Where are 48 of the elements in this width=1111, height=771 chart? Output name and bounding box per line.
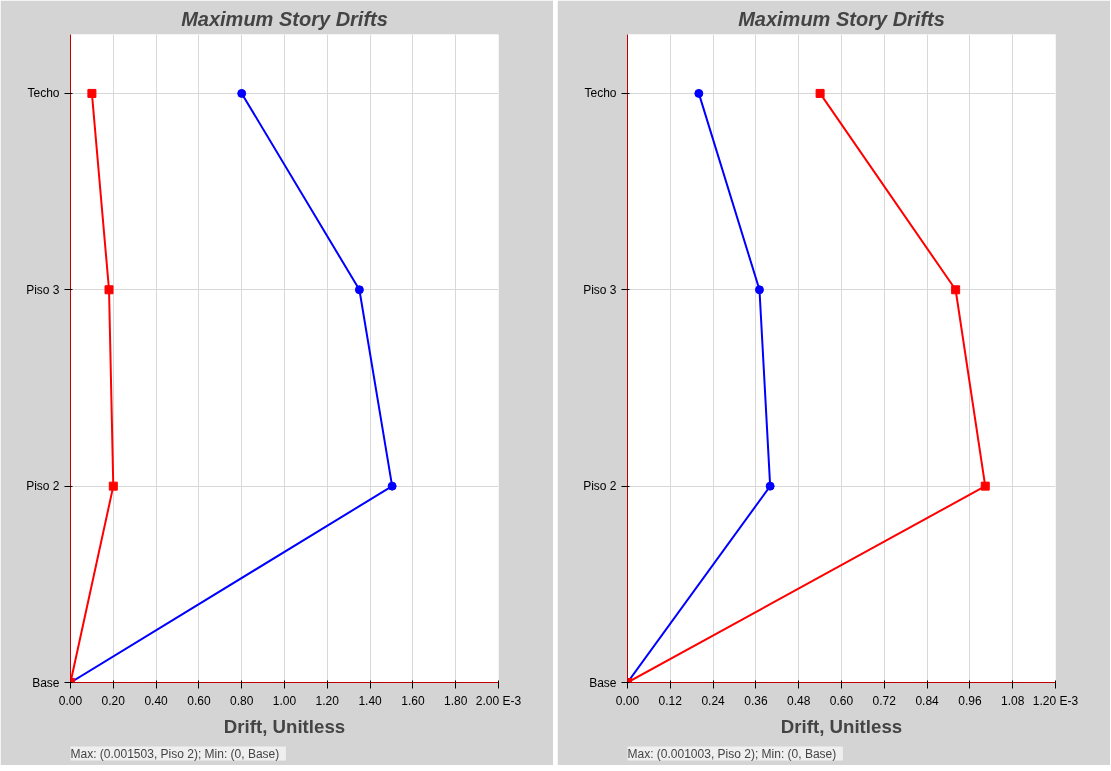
x-tick-label: 0.60 (187, 693, 211, 708)
point (108, 481, 118, 491)
text: Max: (0.001003, Piso 2); Min: (0, Base) (627, 746, 837, 761)
point (765, 481, 775, 491)
x-tick-label: 0.48 (787, 693, 811, 708)
x-tick-label: 0.00 (615, 693, 640, 708)
x-tick-label: 1.08 (1001, 693, 1025, 708)
x-tick-label: 0.00 (58, 693, 83, 708)
point (354, 285, 364, 295)
point (980, 481, 990, 491)
x-tick-label: 1.00 (272, 693, 297, 708)
y-tick-label: Techo (584, 86, 617, 101)
x-tick-label: 0.24 (701, 693, 726, 708)
x-tick-label: 0.96 (958, 693, 982, 708)
x-tick-label: 0.12 (658, 693, 683, 708)
y-tick-label: Piso 2 (26, 479, 60, 494)
y-tick-label: Base (32, 675, 60, 690)
x-tick-label: 1.60 (401, 693, 425, 708)
x-tick-label: 0.84 (915, 693, 940, 708)
point (104, 285, 114, 295)
point (237, 88, 247, 98)
point (951, 285, 961, 295)
x-tick-label: 0.72 (872, 693, 897, 708)
x-tick-label: 0.36 (744, 693, 768, 708)
x-axis-title: Drift, Unitless (780, 715, 903, 737)
point (387, 481, 397, 491)
text: Max: (0.001503, Piso 2); Min: (0, Base) (70, 746, 280, 761)
x-tick-label: 1.40 (358, 693, 383, 708)
y-tick-label: Piso 3 (583, 282, 617, 297)
y-tick-label: Base (589, 675, 617, 690)
point (754, 285, 764, 295)
x-tick-label: 1.20 (315, 693, 340, 708)
x-tick-label: 0.20 (101, 693, 126, 708)
point (694, 88, 704, 98)
chart-title: Maximum Story Drifts (181, 7, 388, 30)
y-tick-label: Piso 3 (26, 282, 60, 297)
x-tick-label: 0.80 (230, 693, 254, 708)
y-tick-label: Piso 2 (583, 479, 617, 494)
x-tick-label: 1.80 (444, 693, 468, 708)
x-axis-title: Drift, Unitless (223, 715, 346, 737)
point (815, 88, 825, 98)
x-tick-label: 2.00 E-3 (475, 693, 522, 708)
chart-title: Maximum Story Drifts (738, 7, 945, 30)
x-tick-label: 0.60 (829, 693, 854, 708)
point (87, 88, 97, 98)
y-tick-label: Techo (27, 86, 60, 101)
x-tick-label: 0.40 (144, 693, 169, 708)
x-tick-label: 1.20 E-3 (1032, 693, 1079, 708)
